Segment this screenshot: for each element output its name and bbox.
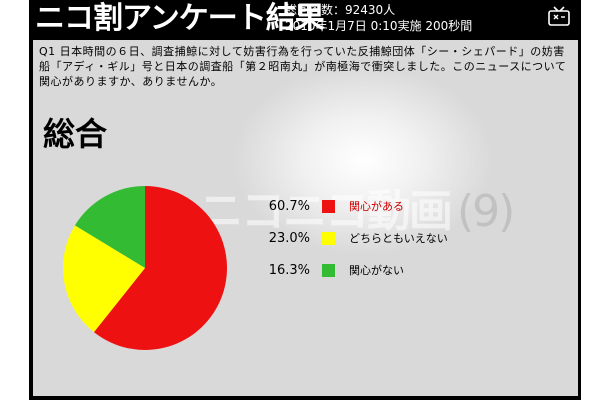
question-text: Q1 日本時間の６日、調査捕鯨に対して妨害行為を行っていた反捕鯨団体「シー・シェ… xyxy=(39,45,567,88)
pie-chart xyxy=(62,186,227,350)
legend-label: 関心がある xyxy=(349,200,404,213)
survey-stats: 総回答数：92430人 2010年1月7日 0:10実施 200秒間 xyxy=(285,2,472,34)
pie-slice-1 xyxy=(62,225,145,333)
legend-row-not-interested: 16.3% 関心がない xyxy=(262,261,404,279)
legend-label: 関心がない xyxy=(349,264,404,277)
page-title: ニコ割アンケート結果 xyxy=(35,1,325,36)
survey-result-panel: ニコ割アンケート結果 総回答数：92430人 2010年1月7日 0:10実施 … xyxy=(29,0,581,400)
legend-swatch-yellow xyxy=(322,231,335,245)
legend-swatch-red xyxy=(322,199,335,213)
tv-icon xyxy=(548,6,570,26)
total-responses: 総回答数：92430人 xyxy=(285,3,396,17)
pie-slice-2 xyxy=(74,186,145,268)
pie-slice-0 xyxy=(93,186,227,350)
legend-percent: 23.0% xyxy=(268,230,310,246)
legend-percent: 60.7% xyxy=(268,198,310,214)
legend-label: どちらともいえない xyxy=(349,232,448,245)
content-area: ニコニコ動画(9) Q1 日本時間の６日、調査捕鯨に対して妨害行為を行っていた反… xyxy=(33,40,578,396)
header-bar: ニコ割アンケート結果 総回答数：92430人 2010年1月7日 0:10実施 … xyxy=(29,0,581,40)
watermark-number: (9) xyxy=(457,186,515,237)
survey-date: 2010年1月7日 0:10実施 200秒間 xyxy=(285,19,473,33)
legend-row-interested: 60.7% 関心がある xyxy=(262,197,404,215)
legend-percent: 16.3% xyxy=(268,262,310,278)
legend-swatch-green xyxy=(322,263,335,277)
legend-row-neutral: 23.0% どちらともいえない xyxy=(262,229,448,247)
section-title: 総合 xyxy=(43,115,108,153)
